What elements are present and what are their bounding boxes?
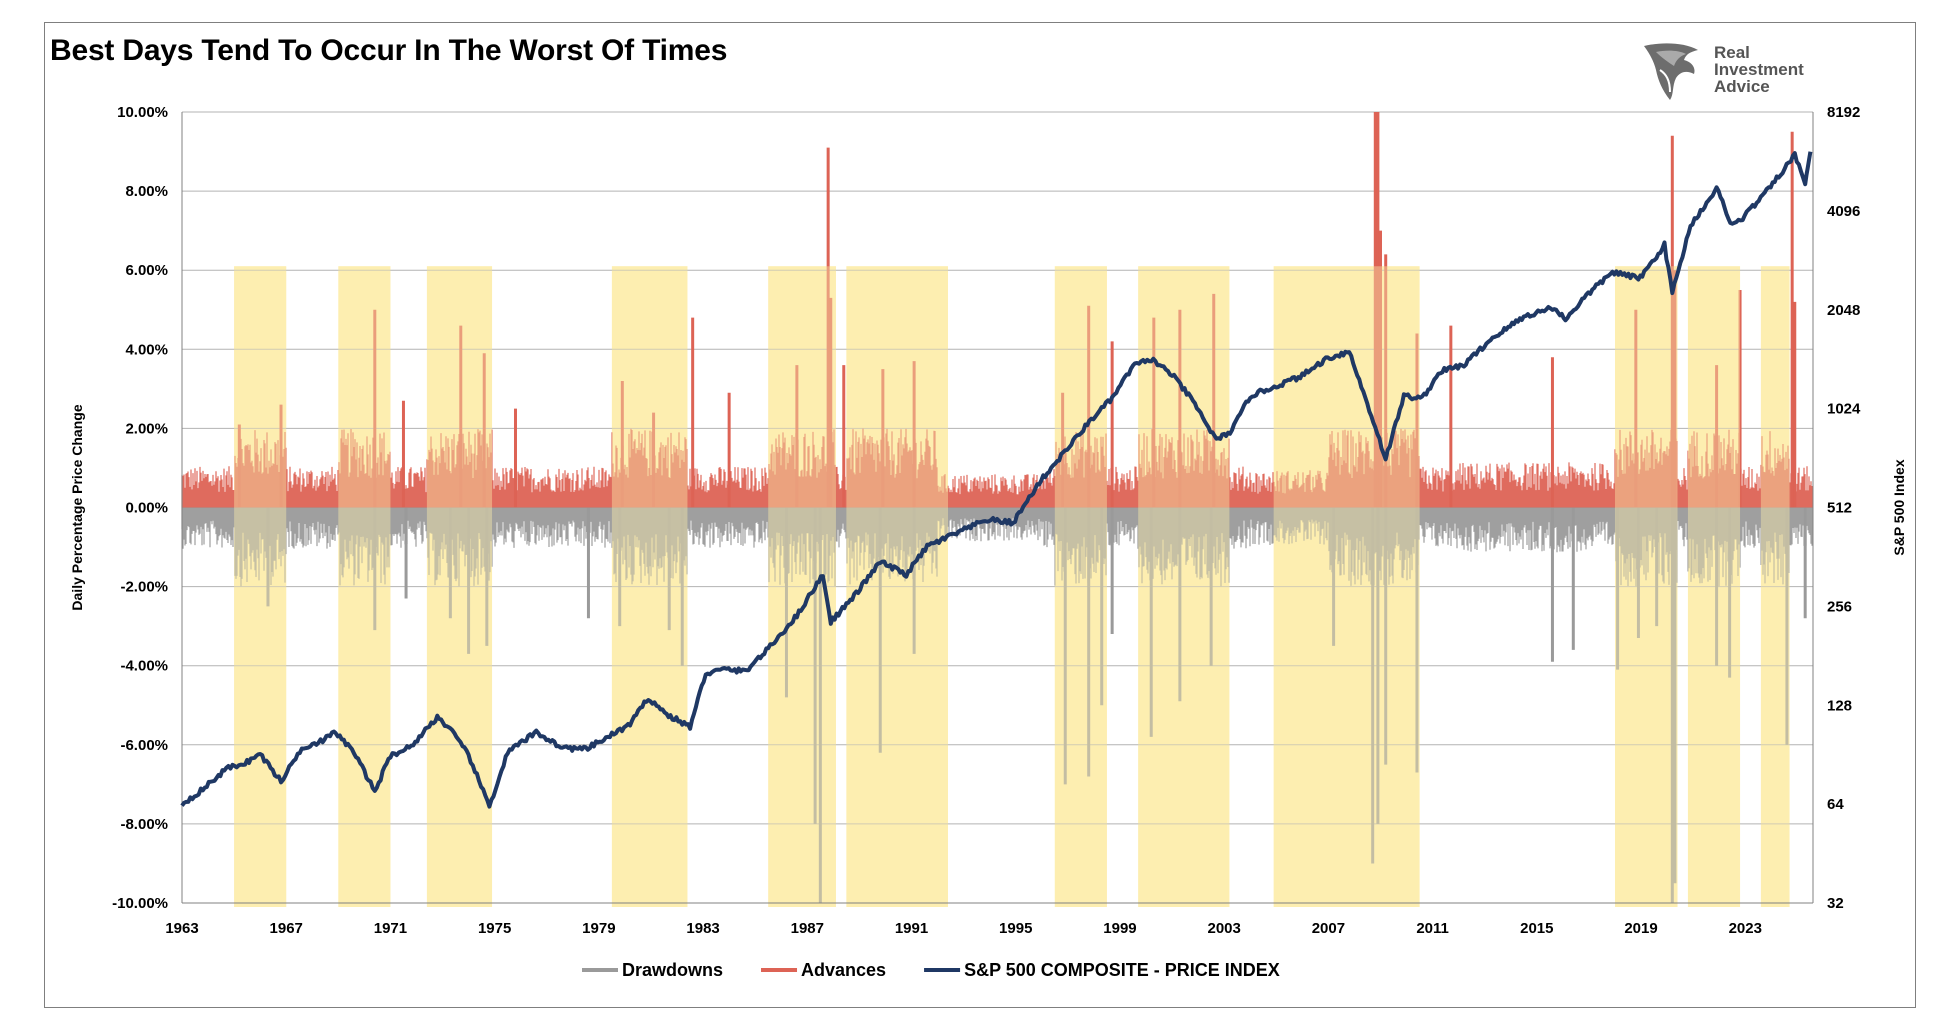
y2-tick-label: 4096 [1827,203,1860,220]
x-tick-label: 2015 [1520,920,1553,937]
x-tick-label: 1971 [374,920,407,937]
highlight-overlay [338,266,391,907]
highlight-overlay [611,266,688,907]
x-tick-label: 1967 [270,920,303,937]
y2-tick-label: 256 [1827,598,1852,615]
tick-labels: 10.00% 8.00% 6.00% 4.00% 2.00% 0.00% -2.00% -4.… [69,104,1907,937]
y2-axis-label: S&P 500 Index [1891,459,1907,555]
logo: Real Investment Advice [1640,40,1840,106]
axes [181,112,1814,904]
highlight-overlay [846,266,948,907]
x-tick-label: 1995 [999,920,1032,937]
x-tick-label: 2007 [1312,920,1345,937]
y-tick-label: 0.00% [125,500,168,517]
y-tick-label: 2.00% [125,420,168,437]
y2-tick-label: 32 [1827,895,1844,912]
y-axis-label: Daily Percentage Price Change [69,404,85,610]
highlight-overlay [1054,266,1107,907]
daily-bars-background [181,428,1813,587]
logo-line: Investment [1714,60,1804,79]
y2-tick-label: 128 [1827,697,1852,714]
daily-bars-spikes [234,112,1807,907]
x-tick-label: 2019 [1624,920,1657,937]
y2-tick-label: 64 [1827,796,1844,813]
x-tick-label: 1987 [791,920,824,937]
eagle-head-icon [1644,43,1698,100]
logo-line: Advice [1714,77,1770,96]
x-tick-label: 1983 [686,920,719,937]
x-tick-label: 2011 [1416,920,1449,937]
index-line-group [180,151,1813,809]
y-tick-label: -2.00% [120,579,168,596]
highlight-overlay [1273,266,1420,907]
index-line [180,151,1813,809]
y-tick-label: 4.00% [125,341,168,358]
x-tick-label: 1999 [1103,920,1136,937]
highlight-overlay [426,266,493,907]
y2-tick-label: 8192 [1827,104,1860,121]
highlight-overlay [1614,266,1678,907]
y-tick-label: 6.00% [125,262,168,279]
chart-title: Best Days Tend To Occur In The Worst Of … [50,34,728,67]
legend-label: S&P 500 COMPOSITE - PRICE INDEX [964,960,1280,980]
legend-label: Advances [801,960,886,980]
x-tick-label: 1979 [582,920,615,937]
y-tick-label: -6.00% [120,737,168,754]
y-tick-label: 8.00% [125,183,168,200]
y2-tick-label: 512 [1827,500,1852,517]
y2-tick-label: 2048 [1827,302,1860,319]
y2-tick-label: 1024 [1827,401,1861,418]
chart-frame [44,22,1916,1008]
y-tick-label: -8.00% [120,816,168,833]
highlight-overlay [1760,266,1790,907]
legend-label: Drawdowns [622,960,723,980]
x-tick-label: 1963 [165,920,198,937]
logo-line: Real [1714,43,1750,62]
y-tick-label: -4.00% [120,658,168,675]
x-tick-label: 2023 [1729,920,1762,937]
highlight-overlay [1138,266,1230,907]
y-tick-label: -10.00% [112,895,168,912]
legend: Drawdowns Advances S&P 500 COMPOSITE - PRI… [582,960,1280,980]
x-tick-label: 1991 [895,920,928,937]
highlight-overlay [234,266,287,907]
highlight-overlay [1687,266,1741,907]
x-tick-label: 1975 [478,920,511,937]
logo-text: Real Investment Advice [1714,44,1804,95]
x-tick-label: 2003 [1207,920,1240,937]
y-tick-label: 10.00% [117,104,168,121]
advances-bars [181,428,1813,508]
